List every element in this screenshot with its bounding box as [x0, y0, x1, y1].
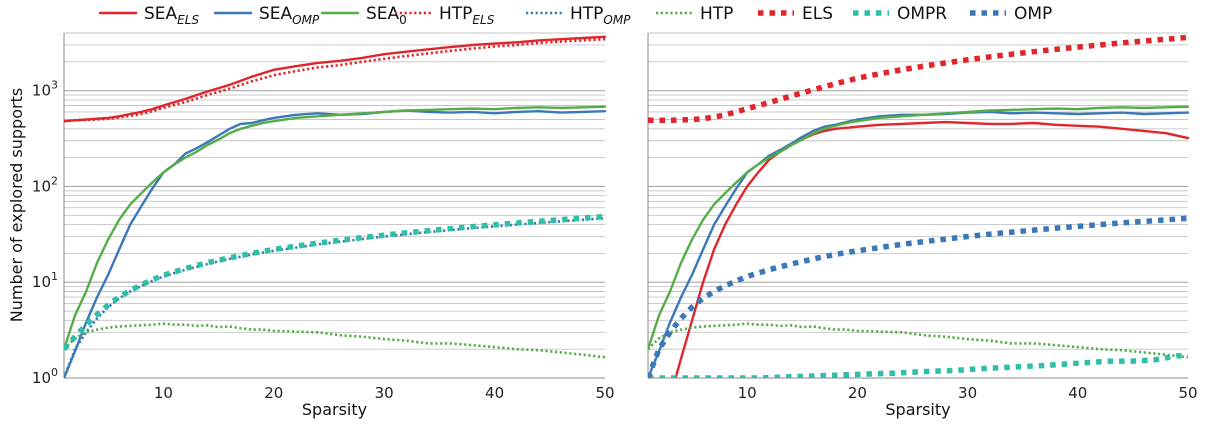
- right-panel: 10 20 30 40 50 Sparsity: [647, 32, 1198, 419]
- legend-label-htp_omp: HTPOMP: [570, 4, 631, 27]
- legend-label-sea_0: SEA0: [366, 4, 407, 27]
- x-axis-label: Sparsity: [885, 400, 950, 419]
- x-tick-label: 10: [154, 384, 173, 402]
- legend-label-htp: HTP: [700, 4, 733, 24]
- legend-label-els: ELS: [802, 4, 833, 24]
- legend-label-sea_omp: SEAOMP: [259, 4, 320, 27]
- x-tick-label: 20: [264, 384, 283, 402]
- x-tick-label: 30: [958, 384, 977, 402]
- series-line-sea_0: [64, 105, 607, 351]
- series-line-sea_omp: [64, 109, 607, 378]
- legend-label-omp: OMP: [1014, 4, 1052, 24]
- series-line-ompr: [64, 213, 606, 352]
- series-line-els: [648, 34, 1189, 124]
- series-line-sea_els: [674, 120, 1190, 378]
- x-tick-label: 50: [1178, 384, 1197, 402]
- legend: SEAELS SEAOMP SEA0 HTPELS HTPOMP HTP ELS OMPR OM…: [98, 4, 1052, 27]
- x-tick-label: 20: [848, 384, 867, 402]
- legend-label-ompr: OMPR: [897, 4, 947, 24]
- legend-label-sea_els: SEAELS: [144, 4, 199, 27]
- gridlines: [64, 32, 605, 379]
- x-tick-label: 10: [738, 384, 757, 402]
- legend-label-htp_els: HTPELS: [439, 4, 495, 27]
- y-tick-label: 102: [32, 174, 58, 195]
- x-tick-label: 50: [595, 384, 614, 402]
- x-tick-label: 40: [1068, 384, 1087, 402]
- y-tick-label: 101: [32, 270, 58, 291]
- series-line-sea_0: [648, 105, 1190, 351]
- left-panel: 10 20 30 40 50 Sparsity 100 101 102 103: [32, 32, 615, 419]
- series-line-htp_els: [64, 37, 606, 123]
- y-axis-label: Number of explored supports: [7, 88, 26, 322]
- y-tick-label: 103: [32, 79, 58, 100]
- series-line-omp: [648, 215, 1189, 378]
- x-axis-label: Sparsity: [302, 400, 367, 419]
- x-tick-label: 40: [485, 384, 504, 402]
- series-line-htp: [64, 322, 606, 359]
- y-tick-label: 100: [32, 366, 58, 387]
- series-line-htp: [648, 322, 1189, 359]
- x-tick-label: 30: [375, 384, 394, 402]
